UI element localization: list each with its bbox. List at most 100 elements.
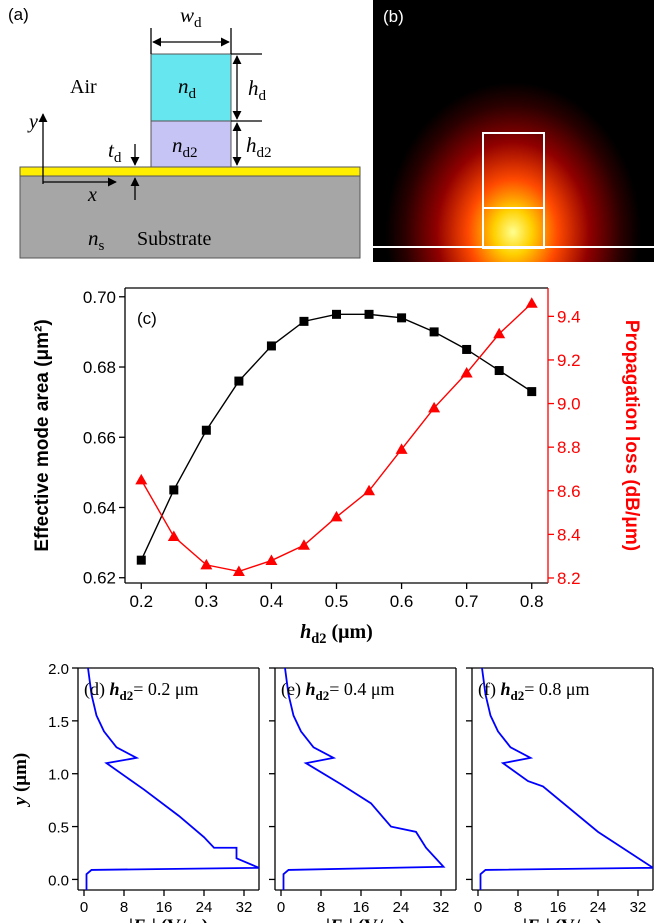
text-part: = 0.2 μm bbox=[133, 679, 198, 699]
x-tick-label: 0 bbox=[80, 899, 88, 916]
x-tick-label: 0.3 bbox=[195, 592, 219, 611]
text-part: d2 bbox=[311, 631, 326, 647]
panel-b: (b) bbox=[373, 0, 654, 262]
marker bbox=[493, 327, 506, 339]
marker bbox=[234, 376, 244, 386]
panel-label: (a) bbox=[8, 5, 29, 24]
y-tick-label: 0.5 bbox=[48, 820, 69, 837]
x-tick-label: 8 bbox=[514, 899, 522, 916]
marker bbox=[169, 485, 179, 495]
marker bbox=[330, 510, 343, 522]
ridge-top bbox=[150, 53, 232, 122]
x-tick-label: 24 bbox=[196, 899, 213, 916]
x-tick-label: 0.6 bbox=[390, 592, 414, 611]
symbol-label: hd bbox=[248, 76, 267, 104]
x-tick-label: 0.2 bbox=[129, 592, 153, 611]
text-part: | (V/m) bbox=[546, 916, 602, 923]
x-tick-label: 0 bbox=[474, 899, 482, 916]
y-tick-label: 0.68 bbox=[83, 358, 116, 377]
substrate-block bbox=[19, 174, 361, 259]
plot-area bbox=[85, 668, 259, 890]
text-part: n bbox=[172, 133, 183, 157]
x-tick-label: 16 bbox=[353, 899, 370, 916]
annotation: (d) hd2= 0.2 μm bbox=[84, 679, 199, 703]
text-part: | (V/m) bbox=[349, 916, 405, 923]
series-line bbox=[479, 668, 653, 890]
annotation: (c) bbox=[137, 309, 157, 328]
x-tick-label: 32 bbox=[236, 899, 253, 916]
y-tick-label: 0.70 bbox=[83, 288, 116, 307]
y-axis-title: y (μm) bbox=[10, 753, 31, 807]
panel-a bbox=[19, 28, 361, 259]
text-part: | (V/m) bbox=[152, 916, 208, 923]
x-axis-title: |Ey| (V/m) bbox=[326, 916, 405, 923]
symbol-label: nd2 bbox=[172, 133, 198, 161]
text-part: E bbox=[132, 916, 146, 923]
text-part: n bbox=[88, 226, 99, 250]
text-part: = 0.4 μm bbox=[329, 679, 394, 699]
text-part: h bbox=[246, 133, 257, 157]
text-part: | bbox=[326, 916, 330, 923]
text-part: t bbox=[108, 138, 115, 162]
annotation: (f) hd2= 0.8 μm bbox=[478, 679, 590, 703]
marker bbox=[167, 530, 180, 542]
text-part: d bbox=[194, 15, 202, 31]
series-line bbox=[282, 668, 446, 890]
text-part: d bbox=[114, 150, 122, 166]
y2-tick-label: 8.8 bbox=[557, 438, 581, 457]
plot-area bbox=[135, 297, 538, 576]
text-part: d2 bbox=[511, 688, 525, 703]
x-tick-label: 0.7 bbox=[455, 592, 479, 611]
x-tick-label: 32 bbox=[433, 899, 450, 916]
marker bbox=[136, 555, 146, 565]
symbol-label: hd2 bbox=[246, 133, 272, 161]
axis-label: y bbox=[27, 111, 38, 133]
x-tick-label: 32 bbox=[630, 899, 647, 916]
marker bbox=[462, 344, 472, 354]
x-tick-label: 16 bbox=[550, 899, 567, 916]
field-map bbox=[373, 0, 654, 262]
x-tick-label: 0.8 bbox=[520, 592, 544, 611]
axis-label: x bbox=[87, 184, 97, 206]
y-tick-label: 1.5 bbox=[48, 714, 69, 731]
x-axis-title: |Ey| (V/m) bbox=[523, 916, 602, 923]
text-part: | bbox=[523, 916, 527, 923]
text-part: (e) bbox=[281, 679, 305, 700]
x-tick-label: 8 bbox=[317, 899, 325, 916]
plot-area bbox=[282, 668, 446, 890]
y2-tick-label: 9.0 bbox=[557, 395, 581, 414]
marker bbox=[232, 565, 245, 576]
y-tick-label: 0.62 bbox=[83, 569, 116, 588]
marker bbox=[297, 539, 310, 550]
x-axis-title: |Ey| (V/m) bbox=[129, 916, 208, 923]
marker bbox=[364, 309, 374, 319]
marker bbox=[525, 297, 538, 308]
x-tick-label: 0.4 bbox=[260, 592, 284, 611]
y-tick-label: 2.0 bbox=[48, 661, 69, 678]
text-part: (μm) bbox=[10, 753, 31, 797]
series-line bbox=[140, 302, 533, 573]
marker bbox=[527, 387, 537, 397]
text-part: h bbox=[248, 76, 259, 100]
x-tick-label: 8 bbox=[120, 899, 128, 916]
x-axis-title: hd2 (μm) bbox=[300, 621, 373, 647]
text-part: d2 bbox=[183, 145, 198, 161]
x-tick-label: 0.5 bbox=[325, 592, 349, 611]
plot-area bbox=[479, 668, 653, 890]
region-label: Substrate bbox=[137, 228, 212, 250]
y2-axis-title: Propagation loss (dB/μm) bbox=[621, 320, 642, 551]
text-part: (μm) bbox=[327, 621, 373, 643]
x-tick-label: 0 bbox=[277, 899, 285, 916]
y-tick-label: 1.0 bbox=[48, 767, 69, 784]
text-part: y bbox=[10, 796, 31, 807]
text-part: h bbox=[305, 679, 315, 699]
marker bbox=[299, 316, 309, 326]
marker bbox=[460, 367, 473, 378]
y2-tick-label: 9.2 bbox=[557, 351, 581, 370]
region-label: Air bbox=[70, 76, 97, 98]
y2-tick-label: 8.4 bbox=[557, 525, 581, 544]
text-part: (f) bbox=[478, 679, 500, 700]
marker bbox=[363, 484, 376, 496]
text-part: = 0.8 μm bbox=[524, 679, 589, 699]
